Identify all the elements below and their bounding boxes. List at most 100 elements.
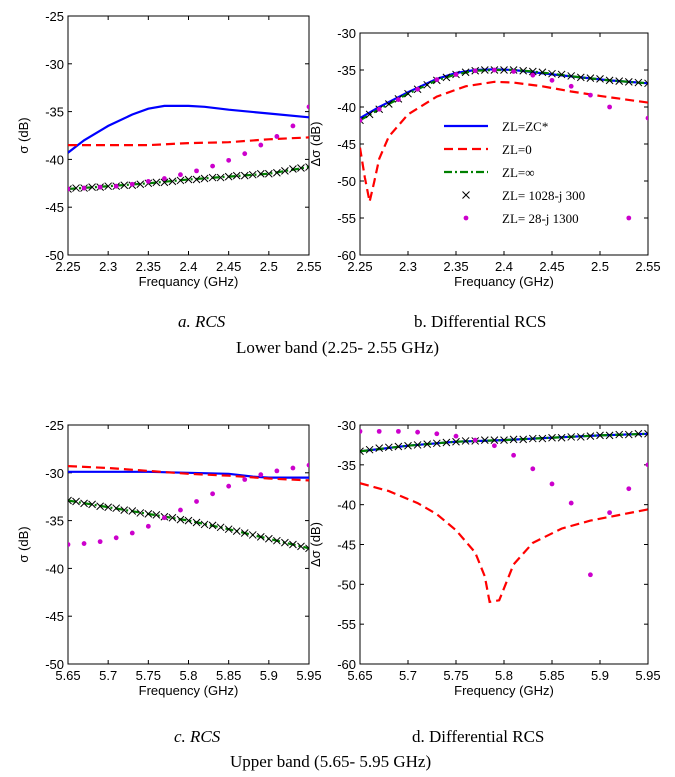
dot-marker-point [68,186,71,192]
x-marker-point [184,175,193,184]
x-marker-point [394,442,403,451]
y-tick-label: -50 [45,657,64,672]
x-tick-label: 2.35 [136,259,161,274]
x-marker-point [557,433,566,442]
dot-marker-point [242,151,248,157]
x-marker-point [634,78,643,87]
y-tick-label: -55 [337,617,356,632]
x-marker-point [615,430,624,439]
x-tick-label: 5.75 [136,668,161,683]
y-tick-label: -45 [45,609,64,624]
legend: ZL=ZC* ZL=0 ZL=∞ ZL= 1028-j 300 ZL= 28-j 130… [444,119,585,226]
legend-label: ZL=∞ [502,165,534,180]
y-tick-label: -45 [337,137,356,152]
x-tick-label: 5.9 [591,668,609,683]
dot-marker-point [290,465,296,471]
x-marker-point [297,164,305,172]
x-marker-point [224,172,233,181]
y-tick-label: -25 [45,9,64,24]
x-marker-point [248,531,257,539]
x-marker-point [68,496,72,505]
plot-area [67,424,310,665]
x-marker-point [490,436,499,444]
series-line-1 [360,482,648,604]
x-marker-point [480,436,489,444]
x-marker-point [136,509,145,517]
x-tick-label: 2.45 [216,259,241,274]
dot-marker-point [145,523,151,529]
x-axis-label: Frequency (GHz) [454,683,554,698]
dot-marker-point [258,472,264,478]
caption-lower-band-text: Lower band (2.25- 2.55 GHz) [236,338,439,357]
caption-a: a. RCS [178,312,225,332]
caption-d-text: d. Differential RCS [412,727,545,746]
dot-marker-point [645,462,648,468]
x-marker-point [152,178,161,187]
panel-a-rcs-lower: 2.25 2.3 2.35 2.4 2.45 2.5 2.55 -50 -45 -40 -35 -30… [16,9,322,289]
x-marker-point [519,435,528,444]
dot-marker-point [242,477,248,482]
dot-marker-point [274,468,280,474]
y-tick-label: -60 [337,248,356,263]
x-marker-point [605,431,614,440]
x-marker-point [96,502,104,511]
y-tick-label: -30 [337,418,356,433]
x-tick-label: 5.65 [347,668,372,683]
x-marker-point [256,169,265,178]
caption-b-text: b. Differential RCS [414,312,547,331]
dot-marker-point [472,68,478,74]
dot-marker-point [645,115,648,121]
x-marker-point [404,89,412,98]
x-marker-point [567,433,576,441]
x-marker-point [509,435,518,444]
legend-label: ZL= 1028-j 300 [502,188,585,203]
plot-area [67,15,310,256]
x-marker-point [538,68,547,77]
x-marker-point [384,100,393,108]
dot-marker-point [492,443,497,449]
x-marker-point [176,176,185,185]
x-marker-point [360,116,364,125]
dot-marker-point [306,462,309,468]
x-tick-label: 5.7 [399,668,417,683]
x-marker-point [305,544,309,553]
y-axis-label: Δσ (dB) [308,122,323,167]
dot-marker-point [274,134,280,139]
y-tick-label: -30 [337,26,356,41]
x-marker-point [192,175,201,184]
dot-marker-point [396,428,401,434]
x-marker-point [432,439,441,448]
dot-marker-point [376,428,382,434]
x-tick-label: 2.4 [179,259,197,274]
x-marker-point [644,79,648,88]
x-tick-label: 2.3 [99,259,117,274]
dot-marker-point [258,142,264,148]
x-tick-label: 2.25 [55,259,80,274]
dot-marker-point [113,183,119,189]
x-marker-point [567,72,576,80]
x-marker-point [208,521,217,530]
x-axis-label: Frequancy (GHz) [139,274,239,289]
x-marker-point [128,507,137,515]
y-tick-label: -55 [337,211,356,226]
dot-marker-point [210,491,216,497]
x-marker-point [240,171,249,180]
legend-label: ZL=0 [502,142,532,157]
x-tick-label: 2.45 [539,259,564,274]
x-marker-point [68,185,72,193]
dot-marker-point [549,481,555,487]
dot-marker-point [194,499,199,504]
caption-lower-band: Lower band (2.25- 2.55 GHz) [236,338,439,358]
y-tick-label: -40 [337,498,356,513]
dot-marker-point [607,510,612,516]
x-marker-point [528,67,537,76]
x-tick-label: 2.55 [635,259,660,274]
x-marker-point [480,66,489,74]
x-marker-point [634,429,643,438]
y-tick-label: -30 [45,57,64,72]
y-tick-label: -50 [45,248,64,263]
x-marker-point [273,536,281,545]
dot-marker-point [588,92,593,98]
dot-marker-point [97,184,103,190]
dot-marker-point [549,77,555,83]
